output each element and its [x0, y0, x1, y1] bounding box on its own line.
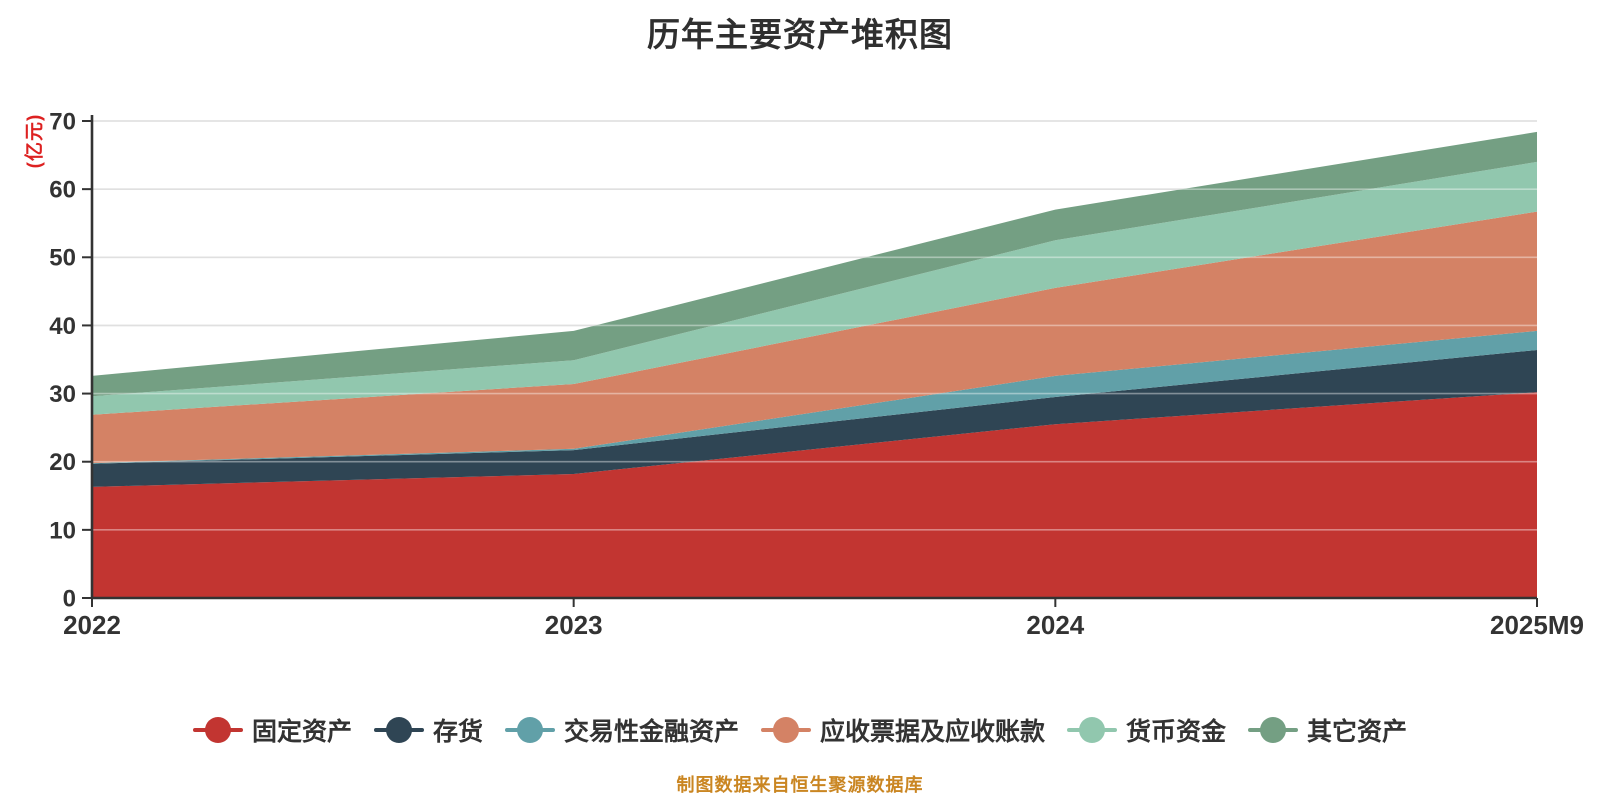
y-axis-tick-label: 40 — [49, 313, 76, 340]
x-axis-tick-label: 2023 — [545, 610, 603, 640]
area-series-5 — [92, 131, 1537, 397]
y-axis-tick-label: 20 — [49, 449, 76, 476]
area-series-4 — [92, 161, 1537, 415]
legend-series-marker-icon — [504, 717, 555, 743]
legend-item-5[interactable]: 其它资产 — [1248, 712, 1407, 748]
legend-series-marker-icon — [1067, 717, 1118, 743]
legend-label: 应收票据及应收账款 — [820, 718, 1046, 746]
area-series-1 — [92, 350, 1537, 487]
x-axis-tick-label: 2025M9 — [1490, 610, 1584, 640]
legend-series-marker-icon — [1248, 717, 1299, 743]
x-axis-tick-label: 2024 — [1026, 610, 1084, 640]
legend-item-0[interactable]: 固定资产 — [192, 712, 352, 748]
legend-label: 货币资金 — [1126, 718, 1227, 746]
data-source-note: 制图数据来自恒生聚源数据库 — [676, 775, 924, 795]
chart-title: 历年主要资产堆积图 — [647, 16, 953, 53]
legend-label: 固定资产 — [251, 718, 352, 746]
legend-item-3[interactable]: 应收票据及应收账款 — [761, 712, 1045, 748]
legend-label: 交易性金融资产 — [563, 718, 739, 746]
legend-series-marker-icon — [373, 717, 424, 743]
x-axis-tick-label: 2022 — [63, 610, 121, 640]
legend-label: 其它资产 — [1307, 718, 1408, 746]
legend-item-2[interactable]: 交易性金融资产 — [504, 712, 739, 748]
legend-label: 存货 — [432, 718, 483, 746]
y-axis-tick-label: 0 — [63, 585, 76, 612]
y-axis-tick-label: 70 — [49, 108, 76, 135]
legend-item-4[interactable]: 货币资金 — [1067, 712, 1226, 748]
y-axis-tick-label: 30 — [49, 381, 76, 408]
legend-series-marker-icon — [761, 717, 811, 743]
area-series-0 — [92, 392, 1537, 598]
legend: 固定资产 存货 交易性金融资产 应收票据及应收账款 货币资金 其它资产 — [0, 712, 1600, 748]
area-series-3 — [92, 211, 1537, 464]
y-axis-unit-label: (亿元) — [24, 113, 46, 169]
legend-item-1[interactable]: 存货 — [373, 712, 483, 748]
y-axis-tick-label: 10 — [49, 517, 76, 544]
y-axis-tick-label: 50 — [49, 245, 76, 272]
legend-series-marker-icon — [192, 717, 243, 743]
y-axis-tick-label: 60 — [49, 177, 76, 204]
